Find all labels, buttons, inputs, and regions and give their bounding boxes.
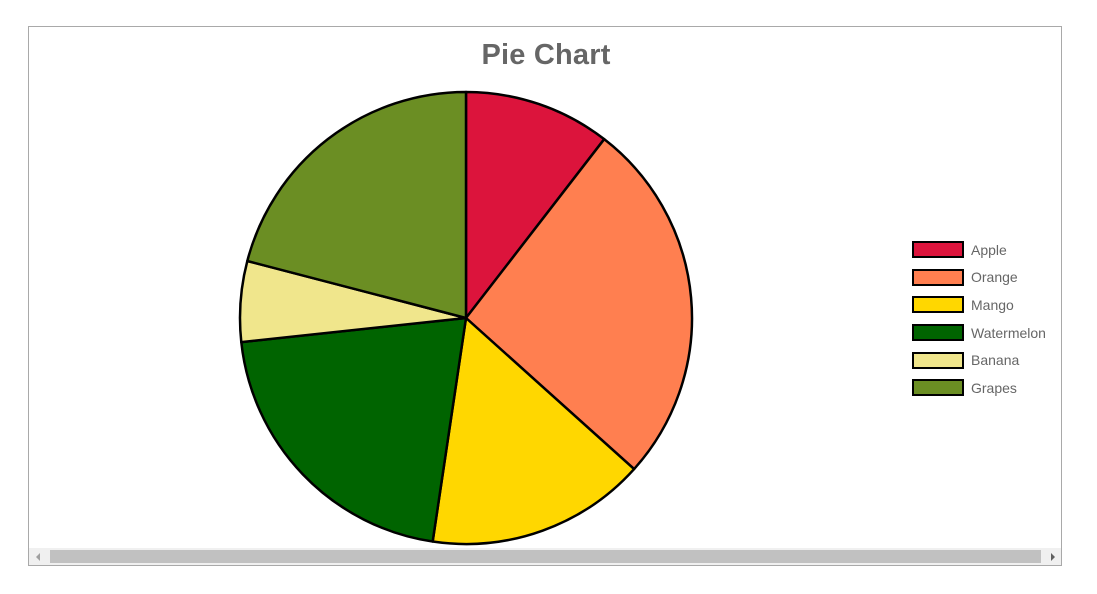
pie-slice-apple[interactable] [464,90,606,320]
legend-item-watermelon[interactable]: Watermelon [912,319,1046,347]
pie-chart [238,90,694,546]
legend-label: Banana [971,352,1020,369]
legend-swatch [912,324,964,342]
chart-legend: Apple Orange Mango Watermelon Banana Grapes [912,236,1046,402]
legend-item-mango[interactable]: Mango [912,291,1046,319]
legend-swatch [912,379,964,397]
pie-slice-watermelon[interactable] [240,316,468,543]
legend-item-grapes[interactable]: Grapes [912,374,1046,402]
legend-item-orange[interactable]: Orange [912,264,1046,292]
legend-swatch [912,241,964,259]
legend-label: Grapes [971,379,1017,396]
chart-container: Pie Chart Apple Orange Mango Watermelon Bana… [28,26,1062,566]
legend-swatch [912,296,964,314]
legend-label: Orange [971,269,1018,286]
scrollbar-thumb[interactable] [50,550,1041,563]
chevron-left-icon[interactable] [29,548,46,565]
legend-item-apple[interactable]: Apple [912,236,1046,264]
legend-swatch [912,351,964,369]
chart-title: Pie Chart [481,39,611,71]
chevron-right-icon[interactable] [1044,548,1061,565]
legend-label: Apple [971,241,1007,258]
pie-slice-orange[interactable] [464,137,694,471]
pie-slice-grapes[interactable] [246,90,468,320]
horizontal-scrollbar[interactable] [29,548,1061,565]
legend-swatch [912,268,964,286]
legend-item-banana[interactable]: Banana [912,346,1046,374]
pie-slice-mango[interactable] [431,316,636,546]
legend-label: Watermelon [971,324,1046,341]
legend-label: Mango [971,296,1014,313]
